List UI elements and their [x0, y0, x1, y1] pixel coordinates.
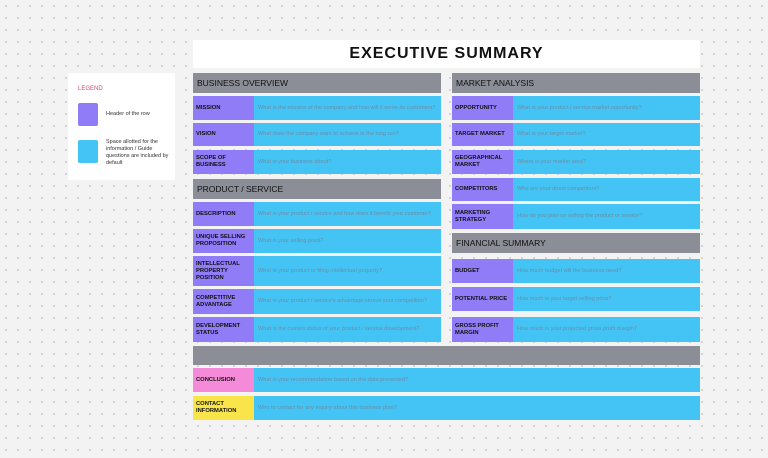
row-guide: What does the company want to achieve in… — [254, 123, 441, 146]
row-guide: Who are your direct competitors? — [513, 178, 700, 201]
legend-label: Header of the row — [106, 111, 150, 117]
row-guide: How much is your projected gross profit … — [513, 317, 700, 342]
row-guide: What is your target market? — [513, 123, 700, 146]
row-header: POTENTIAL PRICE — [452, 287, 513, 311]
legend-swatch — [78, 140, 98, 163]
row-header: VISION — [193, 123, 254, 146]
row-header: UNIQUE SELLING PROPOSITION — [193, 229, 254, 253]
row-header: BUDGET — [452, 259, 513, 283]
row-header: SCOPE OF BUSINESS — [193, 150, 254, 174]
row-header: OPPORTUNITY — [452, 96, 513, 120]
legend-label: Space allotted for the information / Gui… — [106, 139, 169, 166]
row-guide: Who to contact for any inquiry about thi… — [254, 396, 700, 420]
row-guide: What is your business about? — [254, 150, 441, 174]
legend-swatch — [78, 103, 98, 126]
row-guide: Where is your market area? — [513, 150, 700, 174]
row-header: MARKETING STRATEGY — [452, 204, 513, 229]
section-header: BUSINESS OVERVIEW — [193, 73, 441, 93]
row-guide: What is the mission of the company and h… — [254, 96, 441, 120]
row-guide: What is your recommendation based on the… — [254, 368, 700, 392]
row-header: COMPETITIVE ADVANTAGE — [193, 289, 254, 314]
legend: LEGEND Header of the row Space allotted … — [68, 73, 175, 180]
row-guide: What is your selling point? — [254, 229, 441, 253]
legend-title: LEGEND — [78, 86, 103, 92]
row-header: DESCRIPTION — [193, 202, 254, 226]
row-header: GEOGRAPHICAL MARKET — [452, 150, 513, 174]
row-header: TARGET MARKET — [452, 123, 513, 146]
row-guide: How much is your target selling price? — [513, 287, 700, 311]
closing-bar — [193, 346, 700, 365]
row-header: COMPETITORS — [452, 178, 513, 201]
section-header: FINANCIAL SUMMARY — [452, 233, 700, 253]
row-header: MISSION — [193, 96, 254, 120]
row-guide: What is your product / service's advanta… — [254, 289, 441, 314]
row-guide: What is your product / service and how d… — [254, 202, 441, 226]
row-guide: How do you plan on selling the product o… — [513, 204, 700, 229]
row-guide: How much budget will the business need? — [513, 259, 700, 283]
row-guide: What is your product or filing intellect… — [254, 256, 441, 286]
row-header: CONTACT INFORMATION — [193, 396, 254, 420]
section-header: PRODUCT / SERVICE — [193, 179, 441, 199]
row-guide: What is your product / service market op… — [513, 96, 700, 120]
row-header: DEVELOPMENT STATUS — [193, 317, 254, 342]
row-header: GROSS PROFIT MARGIN — [452, 317, 513, 342]
title: EXECUTIVE SUMMARY — [193, 40, 700, 68]
row-guide: What is the current status of your produ… — [254, 317, 441, 342]
row-header: CONCLUSION — [193, 368, 254, 392]
row-header: INTELLECTUAL PROPERTY POSITION — [193, 256, 254, 286]
section-header: MARKET ANALYSIS — [452, 73, 700, 93]
